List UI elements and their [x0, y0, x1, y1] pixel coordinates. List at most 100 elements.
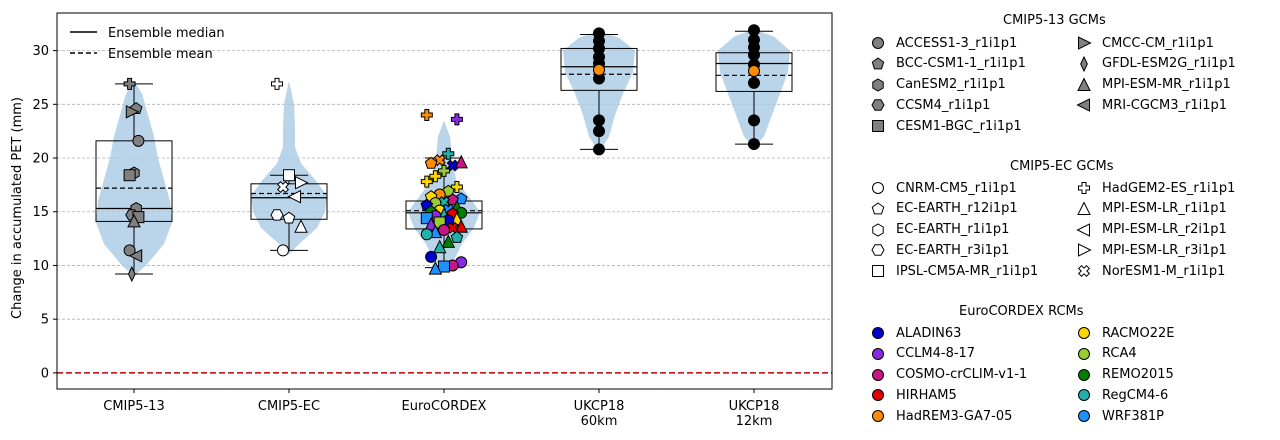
legend-entry-cmip513: CCSM4_r1i1p1 [870, 95, 990, 115]
legend-marker-icon [1077, 201, 1091, 215]
legend-entry-cmip513: CESM1-BGC_r1i1p1 [870, 116, 1022, 136]
legend-label: MPI-ESM-LR_r3i1p1 [1102, 242, 1227, 258]
violin-2 [251, 80, 327, 255]
legend-label: RACMO22E [1102, 325, 1175, 341]
legend-entry-rcm: ALADIN63 [870, 323, 961, 343]
ukcp-point [593, 114, 605, 127]
ukcp-point [593, 125, 605, 138]
legend-label: NorESM1-M_r1i1p1 [1102, 263, 1226, 279]
legend-marker-icon [1078, 410, 1090, 423]
legend-label: EC-EARTH_r12i1p1 [896, 201, 1018, 217]
legend-entry-cmip5ec: EC-EARTH_r1i1p1 [870, 220, 1009, 240]
legend-marker-icon [872, 368, 884, 381]
legend-label: EC-EARTH_r3i1p1 [896, 242, 1010, 258]
ukcp-point [593, 143, 605, 156]
model-point [287, 189, 301, 204]
model-point [128, 248, 143, 263]
legend-entry-rcm: REMO2015 [1076, 365, 1174, 385]
legend-marker-icon [1076, 222, 1090, 237]
model-point [127, 213, 141, 228]
model-point [450, 113, 463, 126]
legend-label: CanESM2_r1i1p1 [896, 77, 1006, 93]
model-point [432, 239, 447, 254]
legend-entry-cmip5ec: IPSL-CM5A-MR_r1i1p1 [870, 261, 1038, 281]
legend-marker-icon [1078, 182, 1090, 194]
x-tick-label: UKCP18 12km [729, 399, 780, 429]
model-point [123, 169, 136, 182]
legend-entry-cmip5ec: CNRM-CM5_r1i1p1 [870, 178, 1017, 198]
model-point [446, 159, 459, 172]
median-legend-label: Ensemble median [108, 26, 225, 41]
model-point [438, 260, 450, 273]
legend-entry-cmip513: ACCESS1-3_r1i1p1 [870, 33, 1017, 53]
legend-label: ACCESS1-3_r1i1p1 [896, 35, 1018, 51]
legend-entry-cmip5ec: NorESM1-M_r1i1p1 [1076, 261, 1225, 281]
model-point [454, 154, 469, 169]
legend-marker-icon [871, 202, 885, 215]
model-point [420, 212, 433, 225]
model-point [433, 154, 446, 167]
axis-layer: 0 5 10 15 20 25 30 CMIP5-13 CMIP5-EC EuroCORDEX UK… [32, 12, 833, 429]
legend-marker-icon [872, 410, 884, 423]
model-point [283, 169, 295, 182]
model-point [276, 181, 290, 194]
legend-marker-icon [872, 120, 884, 133]
model-point [454, 219, 469, 233]
legend-marker-icon [872, 223, 884, 237]
ukcp-highlight-point [593, 63, 605, 76]
legend-label: RCA4 [1102, 346, 1137, 362]
legend-label: HIRHAM5 [896, 387, 957, 403]
violin-chart: 0 5 10 15 20 25 30 CMIP5-13 CMIP5-EC EuroCORDEX UK… [10, 12, 833, 429]
legend-entry-cmip513: GFDL-ESM2G_r1i1p1 [1076, 54, 1236, 74]
legend-title-cmip5ec: CMIP5-EC GCMs [1010, 159, 1114, 174]
legend-marker-icon [1077, 265, 1091, 278]
legend-label: CMCC-CM_r1i1p1 [1102, 35, 1214, 51]
legend-entry-rcm: CCLM4-8-17 [870, 344, 975, 364]
model-point [420, 175, 433, 188]
model-point [446, 193, 459, 206]
legend-marker-icon [1078, 368, 1090, 381]
legend-label: ALADIN63 [896, 325, 962, 341]
y-tick-label: 0 [41, 366, 49, 381]
legend-entry-cmip5ec: MPI-ESM-LR_r3i1p1 [1076, 240, 1227, 260]
model-point [125, 105, 140, 119]
ukcp-point [748, 138, 760, 151]
legend-label: CNRM-CM5_r1i1p1 [896, 180, 1017, 196]
y-tick-label: 15 [32, 205, 49, 220]
legend-marker-icon [872, 265, 884, 278]
legend-label: MPI-ESM-MR_r1i1p1 [1102, 77, 1231, 93]
legend-label: REMO2015 [1102, 367, 1174, 383]
legend-entry-cmip5ec: MPI-ESM-LR_r1i1p1 [1076, 199, 1227, 219]
model-point [132, 134, 145, 147]
model-point [442, 147, 455, 160]
legend-marker-icon [872, 182, 884, 194]
legend-label: HadREM3-GA7-05 [896, 408, 1013, 424]
model-point [295, 175, 309, 190]
y-tick-label: 5 [41, 313, 49, 328]
model-legend: CMIP5-13 GCMs CMIP5-EC GCMs EuroCORDEX R… [860, 0, 1280, 440]
legend-marker-icon [872, 389, 884, 402]
legend-label: COSMO-crCLIM-v1-1 [896, 367, 1028, 383]
model-point [424, 156, 438, 169]
legend-label: CCLM4-8-17 [896, 346, 976, 362]
model-point [441, 234, 456, 248]
model-point [282, 211, 296, 224]
legend-label: CESM1-BGC_r1i1p1 [896, 118, 1022, 134]
legend-entry-cmip5ec: EC-EARTH_r12i1p1 [870, 199, 1018, 219]
model-point [271, 77, 283, 90]
legend-entry-rcm: RACMO22E [1076, 323, 1174, 343]
legend-entry-rcm: WRF381P [1076, 406, 1164, 426]
model-point [127, 265, 136, 283]
model-point [450, 181, 463, 194]
point-layer [123, 24, 760, 283]
legend-entry-cmip513: CanESM2_r1i1p1 [870, 75, 1006, 95]
legend-marker-icon [871, 99, 885, 112]
model-point [420, 228, 433, 241]
legend-entry-cmip513: CMCC-CM_r1i1p1 [1076, 33, 1214, 53]
model-point [420, 109, 433, 122]
model-point [438, 224, 450, 237]
legend-marker-icon [872, 347, 884, 360]
y-tick-label: 30 [32, 44, 49, 59]
legend-label: MPI-ESM-LR_r2i1p1 [1102, 222, 1227, 238]
